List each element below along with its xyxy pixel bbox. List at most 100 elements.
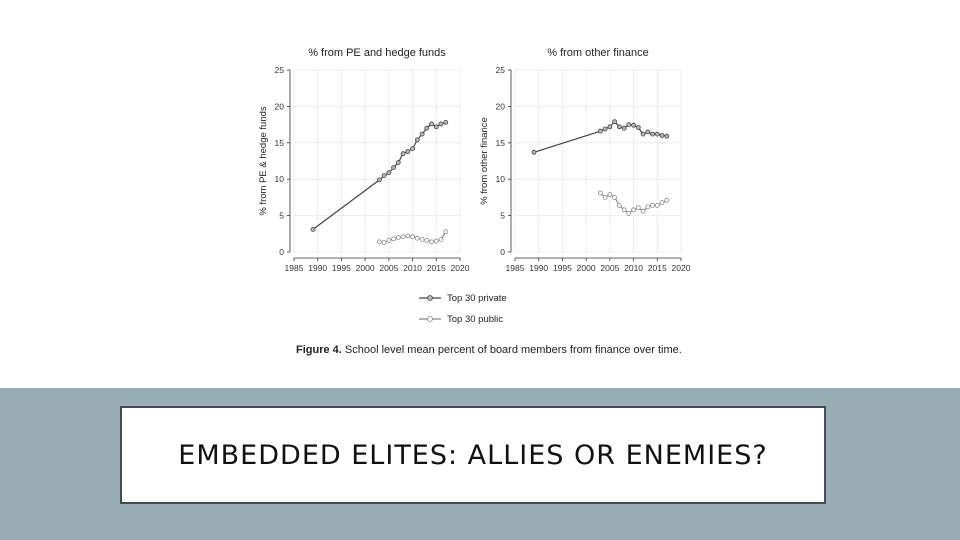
legend-label-private: Top 30 private (447, 293, 507, 304)
data-point-private (650, 131, 655, 137)
data-point-private (410, 146, 416, 152)
data-point-private (631, 122, 636, 128)
data-point-public (602, 194, 608, 200)
data-point-private (414, 137, 420, 143)
data-point-private (640, 131, 646, 137)
data-point-private (386, 170, 392, 176)
series-line-private (533, 120, 667, 153)
series-line-private (312, 121, 446, 230)
data-point-private (400, 151, 406, 157)
y-tick-label: 25 (275, 65, 285, 75)
slide-title: EMBEDDED ELITES: ALLIES OR ENEMIES? (178, 439, 768, 471)
chart-title: % from other finance (547, 47, 649, 59)
data-point-public (635, 205, 641, 211)
data-point-private (429, 121, 434, 127)
y-tick-label: 5 (500, 211, 505, 221)
data-point-private (419, 131, 425, 137)
data-point-public (391, 236, 397, 242)
x-tick-label: 1995 (553, 263, 572, 273)
caption-text: School level mean percent of board membe… (344, 344, 682, 356)
data-point-public (386, 237, 392, 243)
data-point-private (531, 149, 537, 155)
data-point-public (419, 237, 425, 243)
data-point-private (621, 125, 627, 131)
data-point-private (424, 125, 430, 131)
figure-caption: Figure 4. School level mean percent of b… (296, 344, 682, 356)
x-tick-label: 2010 (403, 263, 422, 273)
title-box: EMBEDDED ELITES: ALLIES OR ENEMIES? (120, 406, 826, 504)
caption-label: Figure 4. (296, 344, 342, 356)
data-point-private (405, 149, 411, 154)
data-point-private (376, 177, 382, 183)
x-tick-label: 1995 (332, 263, 351, 273)
data-point-public (410, 234, 416, 240)
data-point-private (443, 120, 449, 125)
data-point-public (424, 237, 430, 243)
data-point-public (640, 208, 646, 214)
data-point-public (621, 207, 627, 213)
x-tick-label: 2000 (577, 263, 596, 273)
data-point-public (626, 210, 632, 216)
data-point-private (654, 131, 660, 137)
data-point-private (645, 129, 651, 135)
data-point-public (405, 233, 411, 239)
x-tick-label: 1985 (285, 263, 304, 273)
data-point-private (438, 121, 444, 127)
y-tick-label: 10 (275, 174, 285, 184)
data-point-private (602, 126, 608, 132)
data-point-public (443, 229, 449, 235)
data-point-private (659, 133, 665, 138)
data-point-public (654, 202, 660, 208)
data-point-public (607, 192, 613, 197)
data-point-public (645, 204, 651, 210)
data-point-public (612, 194, 617, 200)
data-point-private (616, 124, 622, 130)
legend: Top 30 private Top 30 public (419, 293, 507, 325)
data-point-public (664, 197, 670, 203)
data-point-public (650, 202, 655, 208)
chart-other-finance: 0 5 10 15 20 25 1985 1990 1995 2000 2005 2010 2015 20… (479, 47, 691, 273)
legend-label-public: Top 30 public (447, 314, 503, 325)
x-tick-label: 2015 (427, 263, 446, 273)
y-tick-label: 15 (496, 138, 506, 148)
y-tick-label: 25 (496, 65, 506, 75)
data-point-private (381, 173, 387, 179)
data-point-private (635, 125, 641, 130)
x-tick-label: 1985 (506, 263, 525, 273)
data-point-public (414, 235, 420, 241)
data-point-private (433, 124, 439, 130)
data-point-private (612, 119, 617, 125)
y-tick-label: 10 (496, 174, 506, 184)
data-point-public (616, 202, 622, 208)
x-tick-label: 2005 (600, 263, 619, 273)
y-tick-label: 0 (279, 247, 284, 257)
data-point-public (433, 238, 439, 244)
legend-marker-public (427, 316, 433, 322)
data-point-private (607, 124, 613, 130)
data-point-public (429, 239, 434, 245)
y-tick-label: 20 (496, 101, 506, 111)
x-tick-label: 2000 (356, 263, 375, 273)
data-point-private (664, 133, 670, 139)
x-tick-label: 2020 (672, 263, 691, 273)
y-axis-title: % from PE & hedge funds (258, 106, 269, 216)
y-tick-label: 15 (275, 138, 285, 148)
data-point-public (400, 234, 406, 240)
data-point-private (395, 160, 401, 165)
y-axis-title: % from other finance (479, 117, 490, 205)
y-tick-label: 20 (275, 101, 285, 111)
data-point-public (598, 190, 603, 196)
data-point-private (598, 128, 603, 134)
data-point-public (381, 240, 387, 245)
data-point-private (626, 122, 632, 127)
x-tick-label: 2020 (451, 263, 470, 273)
data-point-public (659, 200, 665, 205)
y-tick-label: 5 (279, 211, 284, 221)
data-point-public (438, 237, 444, 243)
chart-pe-hedge: 0 5 10 15 20 25 1985 1990 1995 2000 2005 2010 2015 20… (258, 47, 470, 273)
figure-area (0, 0, 960, 388)
data-point-public (631, 207, 636, 213)
legend-marker-private (427, 295, 433, 301)
x-tick-label: 2015 (648, 263, 667, 273)
